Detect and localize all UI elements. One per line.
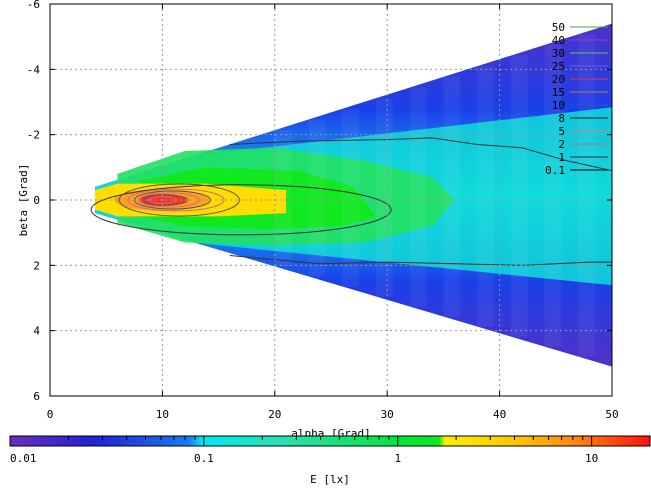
x-tick-label: 10 (156, 408, 169, 421)
field-band-texture (342, 108, 360, 287)
y-axis-label: beta [Grad] (17, 164, 30, 237)
legend-label: 25 (552, 60, 565, 73)
legend-label: 20 (552, 73, 565, 86)
y-tick-label: -2 (27, 129, 40, 142)
contour-line-inner (118, 183, 240, 217)
x-tick-label: 40 (493, 408, 506, 421)
x-tick-label: 0 (47, 408, 54, 421)
x-tick-label: 50 (605, 408, 618, 421)
legend-label: 30 (552, 47, 565, 60)
colorbar-tick-label: 0.1 (194, 452, 214, 465)
contour-line-inner (138, 192, 200, 208)
legend-label: 40 (552, 34, 565, 47)
y-tick-label: 0 (33, 194, 40, 207)
legend-label: 1 (558, 151, 565, 164)
legend-label: 0.1 (545, 164, 565, 177)
colorbar-label: E [lx] (310, 473, 350, 486)
legend-label: 8 (558, 112, 565, 125)
colorbar-bar (9, 435, 651, 447)
field-band-texture (409, 87, 427, 307)
contour-line-inner (127, 188, 225, 212)
contour-line-0.1-top (229, 137, 612, 172)
colorbar-tick-label: 10 (585, 452, 598, 465)
field-band-texture (375, 98, 393, 297)
legend-label: 10 (552, 99, 565, 112)
field-band-texture (510, 55, 528, 337)
legend-label: 5 (558, 125, 565, 138)
legend-label: 50 (552, 21, 565, 34)
legend-label: 2 (558, 138, 565, 151)
field-band-texture (274, 130, 292, 267)
colorbar-tick-label: 0.01 (10, 452, 37, 465)
y-tick-label: 2 (33, 259, 40, 272)
field-band-texture (308, 119, 326, 277)
grid-lines (50, 4, 612, 396)
x-tick-label: 20 (268, 408, 281, 421)
field-band-texture (544, 44, 562, 347)
y-tick-label: 6 (33, 390, 40, 403)
colorbar-tick-label: 1 (394, 452, 401, 465)
colorbar: 0.01 0.1 1 10 (9, 435, 651, 465)
x-tick-label: 30 (381, 408, 394, 421)
legend-label: 15 (552, 86, 565, 99)
y-tick-label: -4 (27, 63, 41, 76)
field-band-texture (443, 76, 461, 317)
y-tick-label: 4 (33, 325, 40, 338)
plot-area (90, 23, 612, 367)
y-tick-label: -6 (27, 0, 40, 11)
field-band-texture (578, 34, 596, 357)
contour-line-inner (143, 194, 189, 206)
contour-line-0.1-bottom (229, 255, 612, 266)
field-band-texture (477, 66, 494, 327)
contour-line-1 (90, 184, 392, 236)
